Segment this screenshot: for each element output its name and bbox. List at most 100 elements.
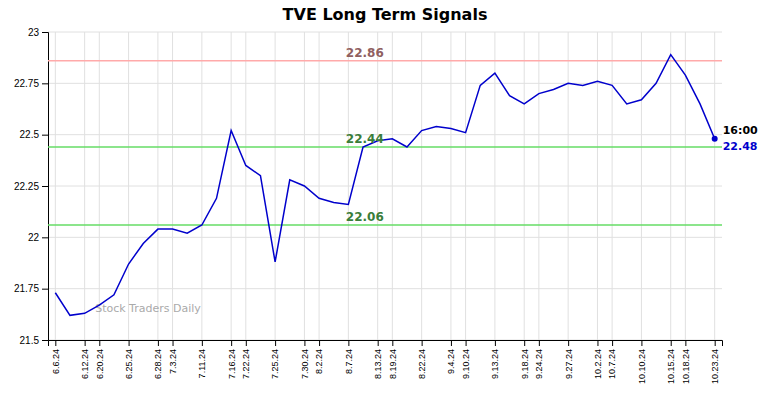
tick-mark (422, 340, 423, 346)
tick: 7.25.24 (270, 340, 280, 379)
tick: 8.2.24 (314, 340, 324, 374)
tick-label: 7.30.24 (300, 349, 310, 379)
tick-label: 8.2.24 (314, 349, 324, 374)
grid-line (685, 32, 686, 340)
tick: 9.13.24 (490, 340, 500, 379)
tick: 6.20.24 (95, 340, 105, 379)
tick: 9.27.24 (564, 340, 574, 379)
tick-label: 23 (28, 27, 40, 38)
tick-mark (524, 340, 525, 346)
grid-line (714, 32, 715, 340)
tick-mark (42, 135, 48, 136)
tick: 6.12.24 (80, 340, 90, 379)
tick: 10.23.24 (710, 340, 720, 384)
grid-line (172, 32, 173, 340)
reference-label: 22.86 (346, 46, 384, 60)
grid-line (128, 32, 129, 340)
chart: Stock Traders Daily6.6.246.12.246.20.246… (0, 0, 784, 398)
tick-mark (715, 340, 716, 346)
tick-label: 8.22.24 (417, 349, 427, 379)
tick-label: 9.18.24 (520, 349, 530, 379)
tick: 10.2.24 (593, 340, 603, 379)
last-point (712, 136, 718, 142)
tick-label: 7.25.24 (270, 349, 280, 379)
tick-mark (671, 340, 672, 346)
tick: 10.7.24 (607, 340, 617, 379)
tick: 23 (28, 27, 48, 38)
tick-label: 8.19.24 (388, 349, 398, 379)
grid-line (99, 32, 100, 340)
tick-mark (42, 289, 48, 290)
tick: 21.5 (20, 335, 48, 346)
grid-line (231, 32, 232, 340)
grid-line (465, 32, 466, 340)
tick-label: 10.23.24 (710, 349, 720, 384)
tick-label: 6.12.24 (80, 349, 90, 379)
grid-line (494, 32, 495, 340)
grid-line (48, 83, 722, 84)
grid-line (319, 32, 320, 340)
grid-line (377, 32, 378, 340)
tick: 9.18.24 (520, 340, 530, 379)
tick-mark (641, 340, 642, 346)
tick-mark (466, 340, 467, 346)
tick-mark (539, 340, 540, 346)
tick-label: 7.11.24 (197, 349, 207, 378)
tick: 9.10.24 (461, 340, 471, 379)
tick-mark (392, 340, 393, 346)
tick-label: 7.16.24 (227, 349, 237, 379)
grid-line (524, 32, 525, 340)
tick-mark (348, 340, 349, 346)
tick-label: 21.5 (20, 335, 40, 346)
tick: 7.30.24 (300, 340, 310, 379)
tick-mark (275, 340, 276, 346)
tick-mark (246, 340, 247, 346)
tick-label: 9.10.24 (461, 349, 471, 379)
tick-label: 10.18.24 (681, 349, 691, 384)
tick-mark (597, 340, 598, 346)
grid-line (670, 32, 671, 340)
tick: 8.13.24 (373, 340, 383, 379)
tick-label: 7.22.24 (241, 349, 251, 379)
axis-line (49, 341, 723, 347)
tick: 22 (28, 232, 48, 243)
tick: 9.24.24 (534, 340, 544, 379)
tick-label: 9.27.24 (564, 349, 574, 379)
tick-mark (129, 340, 130, 346)
grid-line (201, 32, 202, 340)
tick: 8.22.24 (417, 340, 427, 379)
reference-line (48, 146, 722, 148)
tick-label: 10.2.24 (593, 349, 603, 379)
tick-label: 22.75 (14, 78, 39, 89)
axis-line (42, 33, 49, 341)
x-axis: 6.6.24 6.12.24 6.20.24 6.25.24 6.28.24 7.3.24… (49, 340, 723, 384)
tick-label: 21.75 (14, 283, 39, 294)
tick: 6.25.24 (124, 340, 134, 379)
tick-mark (612, 340, 613, 346)
tick: 10.15.24 (666, 340, 676, 384)
tick-mark (42, 32, 48, 33)
grid (48, 32, 722, 340)
tick-label: 8.7.24 (344, 349, 354, 374)
tick-label: 22.25 (14, 181, 39, 192)
y-axis: 21.5 21.75 22 22.25 22.5 22.75 23 (14, 27, 49, 346)
tick: 22.5 (20, 129, 48, 140)
tick: 6.6.24 (51, 340, 61, 374)
tick-label: 7.3.24 (168, 349, 178, 374)
last-label: 16:00 (723, 124, 758, 137)
tick: 9.4.24 (446, 340, 456, 374)
grid-line (157, 32, 158, 340)
tick-mark (319, 340, 320, 346)
tick-label: 6.28.24 (153, 349, 163, 379)
tick-mark (202, 340, 203, 346)
tick-label: 9.24.24 (534, 349, 544, 379)
reference-line (48, 60, 722, 62)
grid-line (392, 32, 393, 340)
grid-line (48, 134, 722, 135)
grid-line (597, 32, 598, 340)
tick-label: 22 (28, 232, 40, 243)
price-line (55, 55, 714, 316)
tick: 22.25 (14, 181, 48, 192)
plot: Stock Traders Daily6.6.246.12.246.20.246… (14, 27, 758, 384)
tick: 7.22.24 (241, 340, 251, 379)
